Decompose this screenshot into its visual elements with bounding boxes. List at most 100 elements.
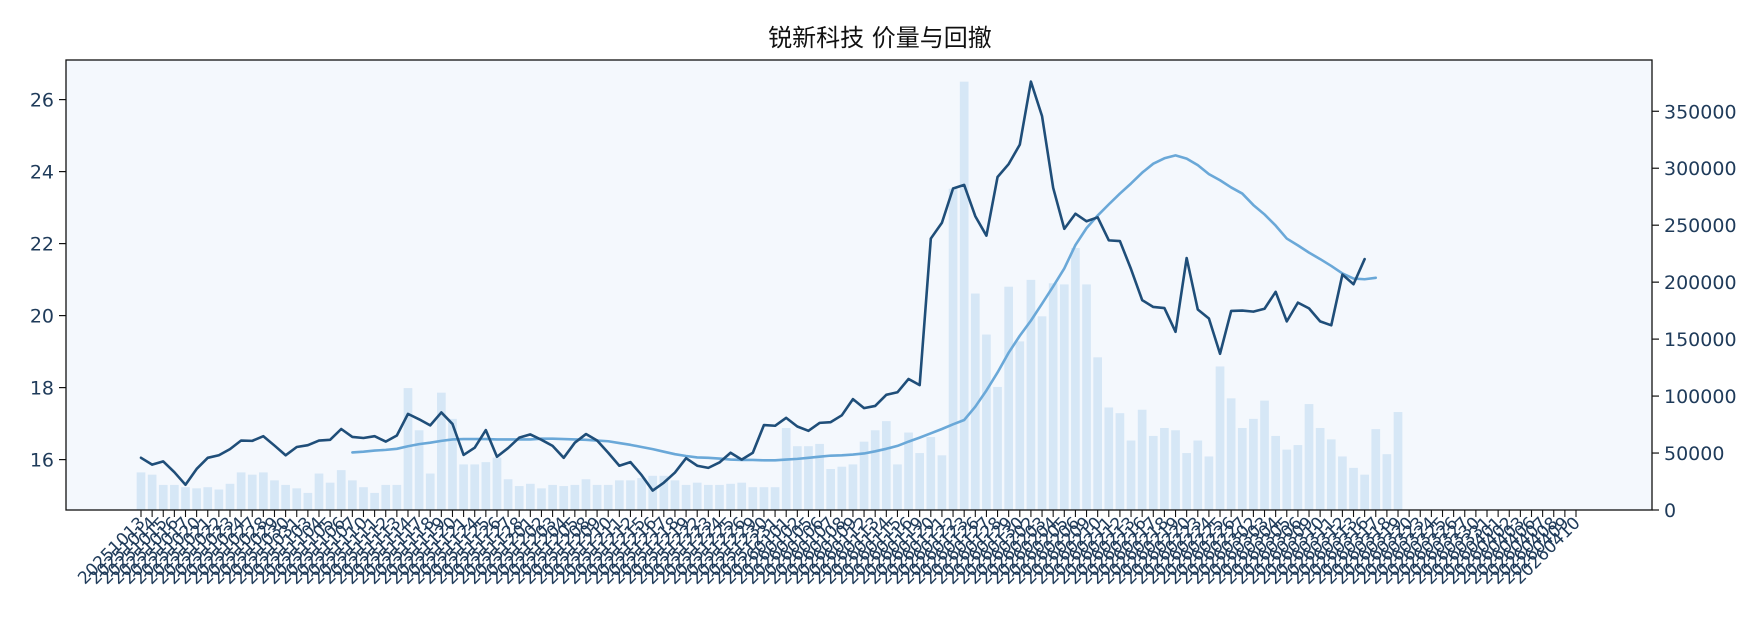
volume-bar <box>203 487 213 510</box>
volume-bar <box>703 484 713 510</box>
volume-bar <box>1104 407 1114 510</box>
volume-bar <box>848 464 858 510</box>
volume-bar <box>948 188 958 511</box>
volume-bar <box>392 484 402 510</box>
volume-bar <box>1160 427 1169 510</box>
volume-bar <box>681 484 691 510</box>
plot-frame <box>65 59 1653 511</box>
volume-bar <box>259 472 268 510</box>
volume-bar <box>959 81 969 511</box>
volume-bar <box>715 484 724 510</box>
right-tick-label: 300000 <box>1664 158 1737 180</box>
left-axis: 16 18 20 22 24 26 <box>30 90 66 472</box>
volume-bars <box>136 81 1403 511</box>
volume-bar <box>993 386 1002 510</box>
volume-bar <box>781 427 791 510</box>
volume-bar <box>514 486 524 510</box>
moving-average-line <box>351 154 1378 462</box>
chart-title: 锐新科技 价量与回撤 <box>768 24 992 52</box>
volume-bar <box>859 441 869 510</box>
volume-bar <box>1393 412 1403 510</box>
volume-bar <box>1126 440 1136 510</box>
volume-bar <box>1148 435 1158 510</box>
volume-bar <box>870 430 880 510</box>
volume-bar <box>692 482 702 510</box>
volume-bar <box>481 462 491 510</box>
volume-bar <box>270 480 279 510</box>
volume-bar <box>726 483 735 510</box>
volume-bar <box>926 437 936 510</box>
volume-bar <box>1326 439 1336 510</box>
volume-bar <box>192 488 201 510</box>
volume-bar <box>325 482 335 510</box>
left-tick-label: 22 <box>30 234 54 256</box>
right-tick-label: 250000 <box>1664 215 1737 237</box>
volume-bar <box>637 478 646 510</box>
volume-bar <box>214 489 224 510</box>
volume-bar <box>314 473 324 510</box>
volume-bar <box>970 293 980 510</box>
volume-bar <box>158 484 168 510</box>
volume-bar <box>982 334 991 510</box>
volume-bar <box>826 468 836 510</box>
volume-bar <box>403 388 413 510</box>
volume-bar <box>603 484 613 510</box>
volume-bar <box>1171 430 1180 510</box>
volume-bar <box>359 487 368 510</box>
volume-bar <box>526 483 535 510</box>
right-tick-label: 150000 <box>1664 329 1737 351</box>
volume-bar <box>303 492 313 510</box>
x-axis: 2025101320251014202510152025101620251017… <box>74 510 1585 589</box>
price-line <box>139 80 1366 492</box>
volume-bar <box>1260 400 1269 510</box>
volume-bar <box>737 482 747 510</box>
volume-bar <box>770 487 780 510</box>
volume-bar <box>459 464 468 510</box>
volume-bar <box>1115 413 1125 510</box>
volume-bar <box>659 475 669 510</box>
volume-bar <box>548 484 557 510</box>
volume-bar <box>147 474 157 510</box>
volume-bar <box>1371 429 1381 510</box>
volume-bar <box>425 473 435 510</box>
line-series <box>139 80 1378 492</box>
volume-bar <box>592 484 602 510</box>
right-tick-label: 350000 <box>1664 101 1737 123</box>
volume-bar <box>1382 454 1392 510</box>
volume-bar <box>1226 398 1236 510</box>
volume-bar <box>1059 284 1069 510</box>
volume-bar <box>904 432 913 510</box>
volume-bar <box>170 484 179 510</box>
volume-bar <box>1071 247 1080 510</box>
left-tick-label: 24 <box>30 162 54 184</box>
volume-bar <box>1293 445 1303 510</box>
volume-bar <box>225 483 235 510</box>
right-tick-label: 0 <box>1664 500 1676 522</box>
volume-bar <box>881 421 891 510</box>
volume-bar <box>1249 418 1258 510</box>
volume-bar <box>381 484 391 510</box>
volume-bar <box>292 488 302 510</box>
volume-bar <box>1037 316 1047 510</box>
volume-bar <box>759 487 769 510</box>
volume-bar <box>915 453 925 510</box>
volume-bar <box>581 479 591 510</box>
volume-bar <box>626 480 635 510</box>
volume-bar <box>1282 449 1292 510</box>
volume-bar <box>1204 456 1214 510</box>
volume-bar <box>1193 440 1203 510</box>
volume-bar <box>1093 357 1103 510</box>
volume-bar <box>1082 284 1091 510</box>
left-tick-label: 18 <box>30 378 54 400</box>
right-tick-label: 100000 <box>1664 386 1737 408</box>
volume-bar <box>559 486 569 510</box>
volume-bar <box>1349 467 1358 510</box>
volume-bar <box>470 464 480 510</box>
volume-bar <box>670 480 680 510</box>
volume-bar <box>837 466 847 510</box>
volume-bar <box>1004 286 1014 510</box>
volume-bar <box>1182 453 1191 510</box>
volume-bar <box>537 488 546 510</box>
